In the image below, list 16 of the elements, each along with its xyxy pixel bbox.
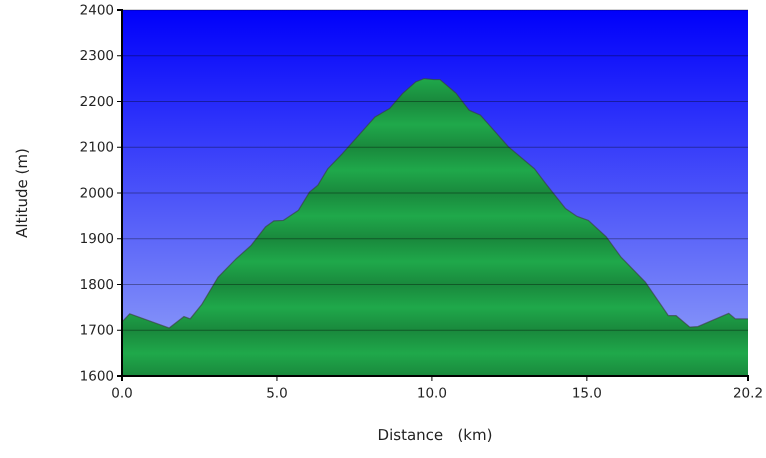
x-axis-title: Distance (km) — [378, 426, 492, 444]
y-tick-label: 1800 — [80, 276, 114, 293]
x-tick-label: 15.0 — [572, 386, 602, 402]
y-tick-label: 1600 — [80, 368, 114, 384]
x-tick-label: 20.2 — [732, 386, 764, 402]
y-tick-label: 2200 — [80, 94, 114, 110]
y-tick-label: 1900 — [80, 231, 114, 248]
y-tick-label: 2100 — [80, 140, 114, 156]
y-axis-title: Altitude (m) — [13, 148, 31, 238]
x-tick-label: 5.0 — [266, 386, 288, 402]
x-tick-label: 0.0 — [111, 386, 133, 402]
x-tick-label: 10.0 — [416, 386, 447, 402]
y-tick-label: 2300 — [80, 48, 114, 64]
y-tick-label: 1700 — [80, 322, 114, 339]
y-tick-label: 2000 — [80, 185, 114, 202]
y-tick-label: 2400 — [80, 2, 114, 18]
